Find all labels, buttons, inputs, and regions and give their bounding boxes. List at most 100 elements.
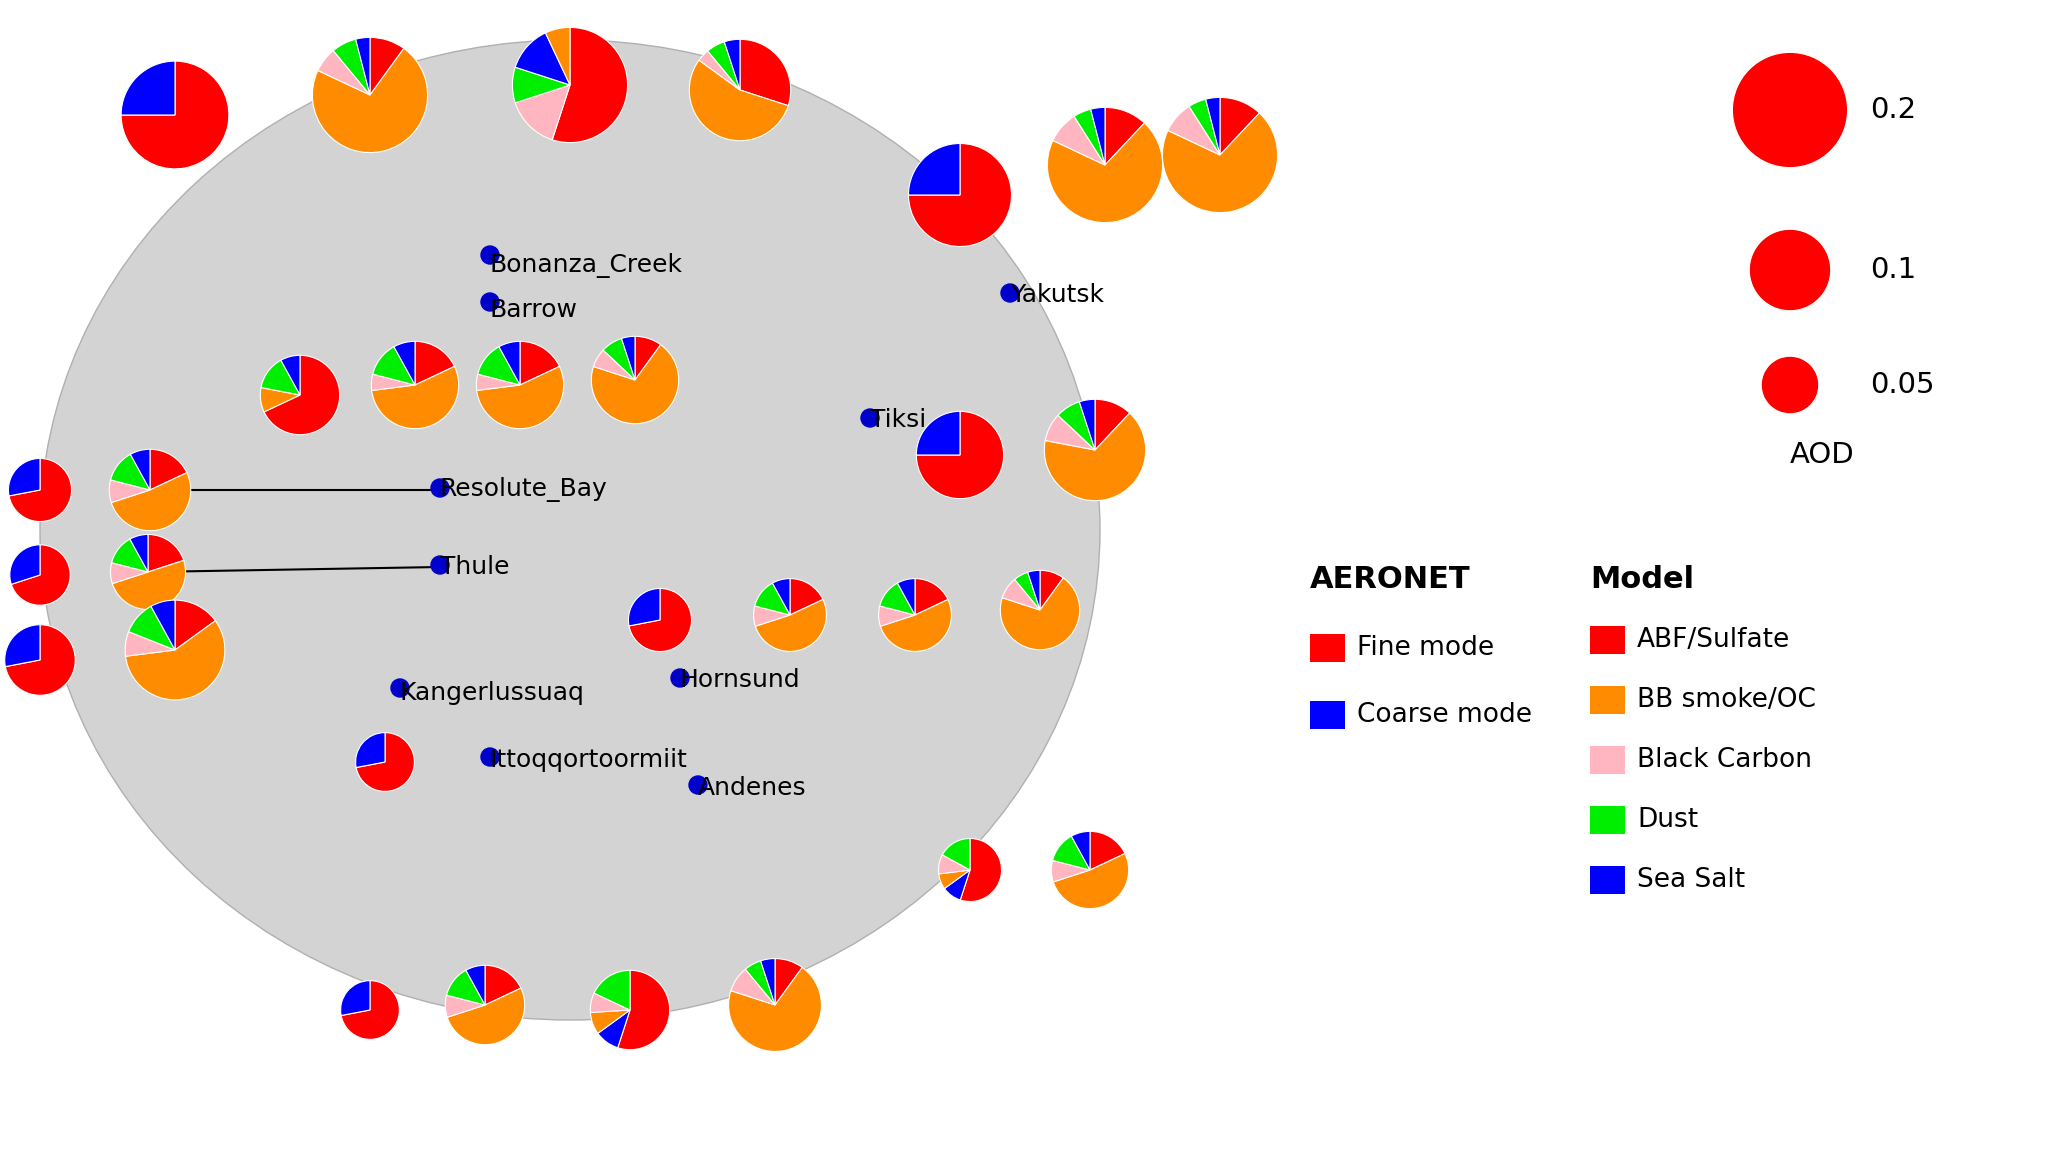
- Text: Fine mode: Fine mode: [1358, 635, 1494, 661]
- Wedge shape: [265, 355, 339, 435]
- Wedge shape: [515, 32, 570, 85]
- Wedge shape: [746, 961, 775, 1005]
- Wedge shape: [754, 599, 827, 651]
- Wedge shape: [10, 545, 70, 605]
- Wedge shape: [1046, 415, 1096, 450]
- Wedge shape: [546, 28, 570, 85]
- Wedge shape: [521, 342, 560, 385]
- Wedge shape: [465, 965, 486, 1005]
- Wedge shape: [8, 458, 72, 522]
- Circle shape: [432, 479, 449, 497]
- Wedge shape: [486, 965, 521, 1005]
- Wedge shape: [1052, 117, 1106, 165]
- Text: AERONET: AERONET: [1310, 565, 1470, 594]
- Wedge shape: [333, 39, 370, 95]
- Wedge shape: [635, 336, 661, 380]
- Text: Tiksi: Tiksi: [870, 409, 926, 432]
- Wedge shape: [1052, 861, 1089, 882]
- Wedge shape: [1220, 97, 1259, 155]
- Text: Thule: Thule: [440, 555, 508, 579]
- Wedge shape: [446, 988, 525, 1044]
- Bar: [1590, 745, 1625, 774]
- Wedge shape: [1162, 113, 1277, 212]
- Circle shape: [862, 409, 878, 427]
- Text: Coarse mode: Coarse mode: [1358, 702, 1532, 728]
- Wedge shape: [395, 342, 415, 385]
- Wedge shape: [356, 733, 384, 767]
- Wedge shape: [1205, 97, 1220, 155]
- Wedge shape: [1071, 831, 1089, 870]
- Wedge shape: [728, 967, 821, 1051]
- Wedge shape: [356, 733, 413, 792]
- Wedge shape: [775, 959, 802, 1005]
- Wedge shape: [444, 995, 486, 1018]
- Wedge shape: [477, 346, 521, 385]
- Wedge shape: [1015, 572, 1040, 610]
- Bar: [1590, 866, 1625, 894]
- Wedge shape: [604, 338, 635, 380]
- Circle shape: [688, 775, 707, 794]
- Wedge shape: [1002, 579, 1040, 610]
- Wedge shape: [6, 624, 74, 695]
- Wedge shape: [1052, 837, 1089, 870]
- Wedge shape: [1000, 578, 1079, 650]
- Wedge shape: [281, 355, 300, 395]
- Bar: [1590, 685, 1625, 714]
- Wedge shape: [4, 624, 39, 667]
- Wedge shape: [477, 367, 564, 428]
- Wedge shape: [909, 143, 959, 195]
- Text: Kangerlussuaq: Kangerlussuaq: [401, 681, 585, 705]
- Wedge shape: [897, 578, 916, 615]
- Circle shape: [672, 669, 688, 687]
- Wedge shape: [699, 51, 740, 90]
- Text: BB smoke/OC: BB smoke/OC: [1637, 687, 1817, 713]
- Wedge shape: [591, 1010, 630, 1033]
- Wedge shape: [8, 458, 39, 496]
- Wedge shape: [112, 561, 186, 609]
- Wedge shape: [1044, 413, 1145, 501]
- Wedge shape: [761, 959, 775, 1005]
- Wedge shape: [372, 367, 459, 428]
- Text: AOD: AOD: [1790, 441, 1854, 469]
- Wedge shape: [628, 589, 659, 625]
- Wedge shape: [878, 606, 916, 627]
- Wedge shape: [446, 971, 486, 1005]
- Wedge shape: [341, 981, 399, 1040]
- Text: Dust: Dust: [1637, 807, 1699, 833]
- Wedge shape: [1732, 52, 1848, 167]
- Text: Andenes: Andenes: [699, 775, 806, 800]
- Wedge shape: [552, 28, 628, 143]
- Wedge shape: [149, 534, 184, 572]
- Wedge shape: [372, 346, 415, 385]
- Circle shape: [482, 293, 498, 310]
- Bar: [1310, 700, 1346, 729]
- Wedge shape: [312, 48, 428, 152]
- Wedge shape: [707, 42, 740, 90]
- Wedge shape: [754, 583, 790, 615]
- Wedge shape: [341, 981, 370, 1016]
- Circle shape: [391, 679, 409, 697]
- Text: Model: Model: [1590, 565, 1695, 594]
- Wedge shape: [688, 60, 788, 141]
- Wedge shape: [754, 606, 790, 627]
- Wedge shape: [151, 600, 176, 650]
- Wedge shape: [112, 473, 190, 531]
- Wedge shape: [732, 969, 775, 1005]
- Wedge shape: [943, 839, 969, 870]
- Wedge shape: [356, 37, 370, 95]
- Wedge shape: [515, 85, 570, 140]
- Circle shape: [432, 556, 449, 574]
- Wedge shape: [622, 336, 635, 380]
- Wedge shape: [370, 37, 403, 95]
- Wedge shape: [260, 360, 300, 395]
- Bar: [1590, 805, 1625, 834]
- Wedge shape: [1075, 110, 1106, 165]
- Bar: [1310, 634, 1346, 662]
- Text: Barrow: Barrow: [490, 298, 579, 322]
- Wedge shape: [1058, 402, 1096, 450]
- Wedge shape: [126, 621, 225, 699]
- Wedge shape: [513, 67, 570, 103]
- Wedge shape: [945, 870, 969, 900]
- Wedge shape: [881, 599, 951, 651]
- Ellipse shape: [39, 40, 1100, 1020]
